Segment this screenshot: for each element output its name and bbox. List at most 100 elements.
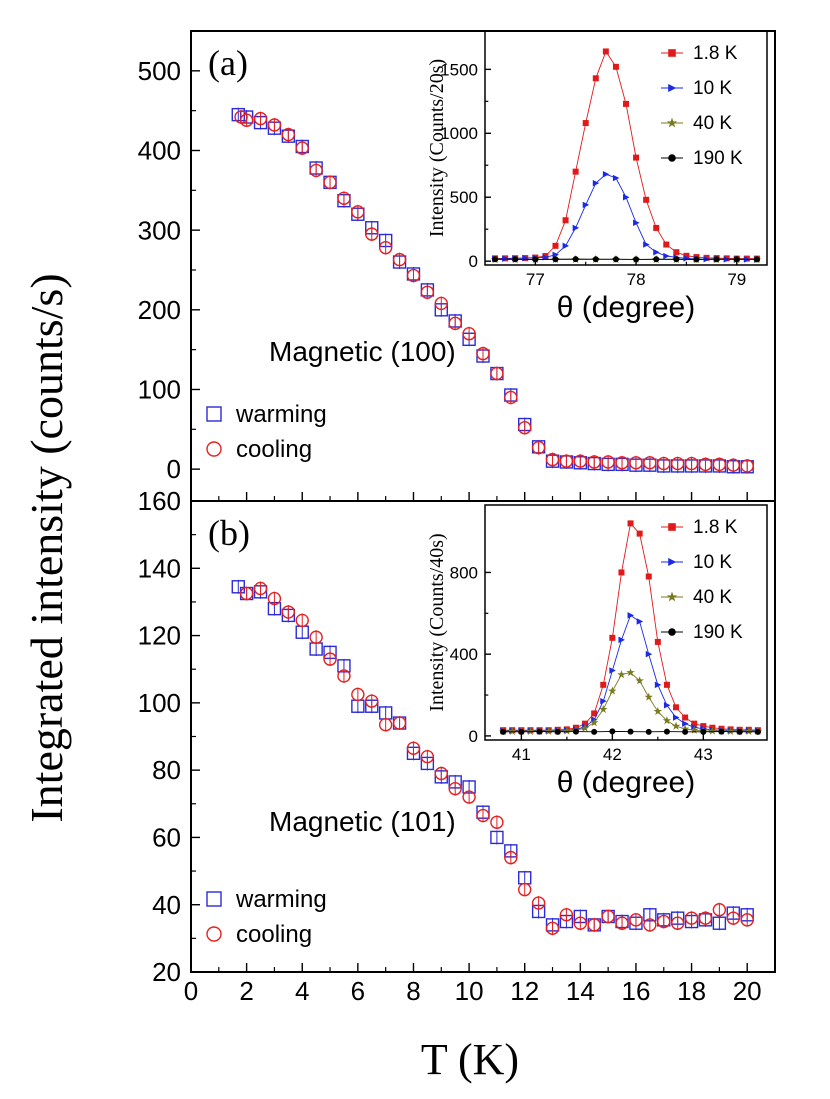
inset-point-1.8 K bbox=[653, 224, 660, 231]
data-point-cooling bbox=[504, 390, 518, 405]
data-point-cooling bbox=[573, 916, 588, 930]
data-point-cooling bbox=[267, 118, 282, 132]
inset-point-1.8 K bbox=[582, 120, 589, 127]
data-point-cooling bbox=[629, 913, 643, 927]
data-point-cooling bbox=[726, 458, 740, 472]
inset-point-190 K bbox=[536, 728, 543, 735]
inset-point-40 K bbox=[580, 723, 590, 732]
legend-marker-warming bbox=[206, 891, 222, 907]
data-point-cooling bbox=[531, 440, 546, 455]
inset-point-190 K bbox=[653, 256, 660, 263]
inset-point-1.8 K bbox=[609, 634, 616, 641]
data-point-cooling bbox=[253, 581, 268, 596]
data-point-cooling bbox=[295, 141, 309, 155]
main-y-tick-label: 160 bbox=[138, 486, 181, 516]
inset-legend-label: 40 K bbox=[693, 113, 732, 134]
inset-point-1.8 K bbox=[618, 569, 625, 576]
inset-point-1.8 K bbox=[663, 241, 670, 248]
inset-point-190 K bbox=[627, 728, 634, 735]
inset-x-tick-label: 42 bbox=[603, 745, 622, 764]
data-point-cooling bbox=[629, 456, 643, 470]
inset-y-axis-label: Intensity (Counts/40s) bbox=[426, 533, 448, 711]
inset-point-10 K bbox=[600, 697, 607, 705]
inset-point-10 K bbox=[663, 702, 671, 709]
data-point-cooling bbox=[670, 916, 685, 930]
inset-point-190 K bbox=[612, 256, 619, 263]
inset-point-40 K bbox=[653, 706, 663, 716]
inset-legend-label: 190 K bbox=[693, 148, 743, 169]
inset-y-tick-label: 0 bbox=[469, 252, 478, 271]
inset-legend-label: 1.8 K bbox=[693, 517, 738, 538]
data-point-cooling bbox=[573, 454, 588, 468]
inset-legend-marker-190 K bbox=[668, 628, 676, 636]
data-point-cooling bbox=[712, 457, 727, 472]
main-y-tick-label: 400 bbox=[138, 136, 181, 166]
inset-point-1.8 K bbox=[643, 196, 650, 203]
data-point-cooling bbox=[323, 652, 337, 666]
data-point-cooling bbox=[462, 327, 476, 341]
inset-legend-label: 1.8 K bbox=[693, 43, 738, 64]
inset-point-190 K bbox=[592, 256, 599, 263]
inset-x-tick-label: 77 bbox=[526, 270, 545, 289]
inset-point-190 K bbox=[492, 256, 499, 263]
data-point-cooling bbox=[476, 808, 490, 823]
inset-frame bbox=[484, 504, 768, 741]
legend-label: cooling bbox=[236, 436, 312, 463]
inset-legend-label: 190 K bbox=[693, 622, 743, 643]
inset-point-1.8 K bbox=[552, 242, 559, 249]
inset-point-1.8 K bbox=[562, 217, 569, 224]
panel-label: (b) bbox=[208, 513, 250, 553]
data-point-cooling bbox=[406, 741, 421, 755]
panel-label: (a) bbox=[208, 43, 248, 83]
inset-point-10 K bbox=[636, 618, 644, 625]
main-x-tick-label: 16 bbox=[621, 976, 650, 1006]
inset-point-40 K bbox=[599, 704, 608, 713]
figure-y-axis-label: Integrated intensity (counts/s) bbox=[21, 273, 72, 822]
inset-point-190 K bbox=[718, 728, 725, 735]
data-point-cooling bbox=[545, 452, 560, 467]
legend-marker-warming bbox=[206, 406, 222, 422]
inset-point-190 K bbox=[753, 256, 760, 263]
data-point-cooling bbox=[615, 456, 629, 470]
inset-point-190 K bbox=[512, 256, 519, 263]
data-point-cooling bbox=[559, 908, 574, 922]
inset-point-10 K bbox=[602, 170, 610, 178]
data-point-cooling bbox=[267, 591, 282, 606]
inset-point-1.8 K bbox=[602, 48, 609, 55]
inset-point-10 K bbox=[673, 714, 680, 721]
legend-marker-cooling bbox=[206, 441, 222, 457]
inset-point-10 K bbox=[623, 193, 630, 201]
main-y-tick-label: 120 bbox=[138, 621, 181, 651]
inset-point-40 K bbox=[662, 716, 672, 725]
panel-b: 0 2 4 6 8 10 12 14 16 18 20 20 40 60 80 100 120 140 160 (b)… bbox=[138, 486, 776, 1006]
inset-point-40 K bbox=[726, 726, 735, 736]
inset-point-190 K bbox=[663, 728, 670, 735]
inset-y-tick-label: 1000 bbox=[440, 124, 478, 143]
data-point-cooling bbox=[378, 718, 393, 732]
data-point-warming bbox=[490, 830, 504, 845]
inset-point-190 K bbox=[554, 728, 561, 735]
data-point-cooling bbox=[365, 694, 379, 708]
data-point-cooling bbox=[657, 914, 671, 929]
peak-annotation: Magnetic (101) bbox=[269, 806, 456, 837]
data-point-cooling bbox=[281, 127, 296, 142]
main-x-tick-label: 10 bbox=[455, 976, 484, 1006]
inset-legend-marker-1.8 K bbox=[668, 523, 676, 531]
data-point-cooling bbox=[587, 455, 601, 469]
inset-legend-marker-40 K bbox=[666, 591, 678, 602]
panel-a: 0 100 200 300 400 500 (a) Magnetic (100) warming… bbox=[138, 30, 776, 502]
main-y-tick-label: 60 bbox=[152, 823, 181, 853]
data-point-cooling bbox=[545, 921, 560, 935]
inset-point-10 K bbox=[609, 667, 616, 674]
inset-point-40 K bbox=[708, 726, 717, 735]
inset-y-tick-label: 0 bbox=[469, 727, 478, 746]
inset-x-tick-label: 78 bbox=[627, 270, 646, 289]
data-point-cooling bbox=[378, 240, 393, 255]
inset-point-40 K bbox=[508, 726, 517, 736]
inset-y-tick-label: 400 bbox=[450, 645, 478, 664]
data-point-cooling bbox=[531, 896, 546, 910]
inset-point-40 K bbox=[526, 726, 535, 736]
data-point-warming bbox=[231, 580, 245, 594]
main-x-tick-label: 12 bbox=[510, 976, 539, 1006]
inset-point-1.8 K bbox=[612, 63, 619, 70]
